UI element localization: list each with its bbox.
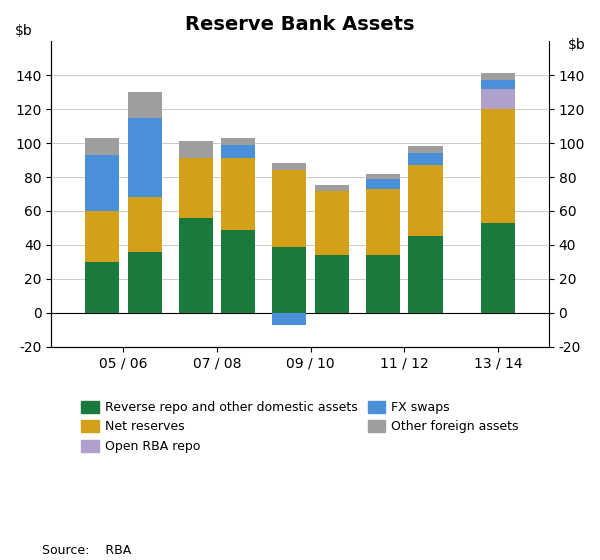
Bar [179, 218, 213, 313]
Bar [409, 236, 443, 313]
Bar [315, 185, 349, 190]
Bar [85, 155, 119, 211]
Bar [366, 189, 400, 255]
Bar [366, 255, 400, 313]
Bar [409, 153, 443, 165]
Bar [481, 88, 515, 109]
Bar [85, 138, 119, 155]
Y-axis label: $b: $b [568, 38, 585, 52]
Bar [221, 138, 256, 144]
Bar [315, 255, 349, 313]
Bar [272, 164, 307, 170]
Bar [481, 223, 515, 313]
Title: Reserve Bank Assets: Reserve Bank Assets [185, 15, 415, 34]
Bar [366, 174, 400, 179]
Bar [221, 230, 256, 313]
Y-axis label: $b: $b [15, 24, 32, 38]
Text: Source:    RBA: Source: RBA [42, 544, 131, 557]
Bar [179, 141, 213, 158]
Bar [85, 211, 119, 262]
Bar [481, 80, 515, 88]
Bar [179, 158, 213, 218]
Legend: Reverse repo and other domestic assets, Net reserves, Open RBA repo, FX swaps, O: Reverse repo and other domestic assets, … [81, 400, 519, 452]
Bar [481, 109, 515, 223]
Bar [85, 262, 119, 313]
Bar [128, 252, 162, 313]
Bar [315, 190, 349, 255]
Bar [409, 146, 443, 153]
Bar [366, 179, 400, 189]
Bar [272, 313, 307, 325]
Bar [221, 158, 256, 230]
Bar [272, 170, 307, 246]
Bar [128, 197, 162, 252]
Bar [272, 246, 307, 313]
Bar [221, 144, 256, 158]
Bar [409, 165, 443, 236]
Bar [128, 118, 162, 197]
Bar [128, 92, 162, 118]
Bar [481, 73, 515, 80]
